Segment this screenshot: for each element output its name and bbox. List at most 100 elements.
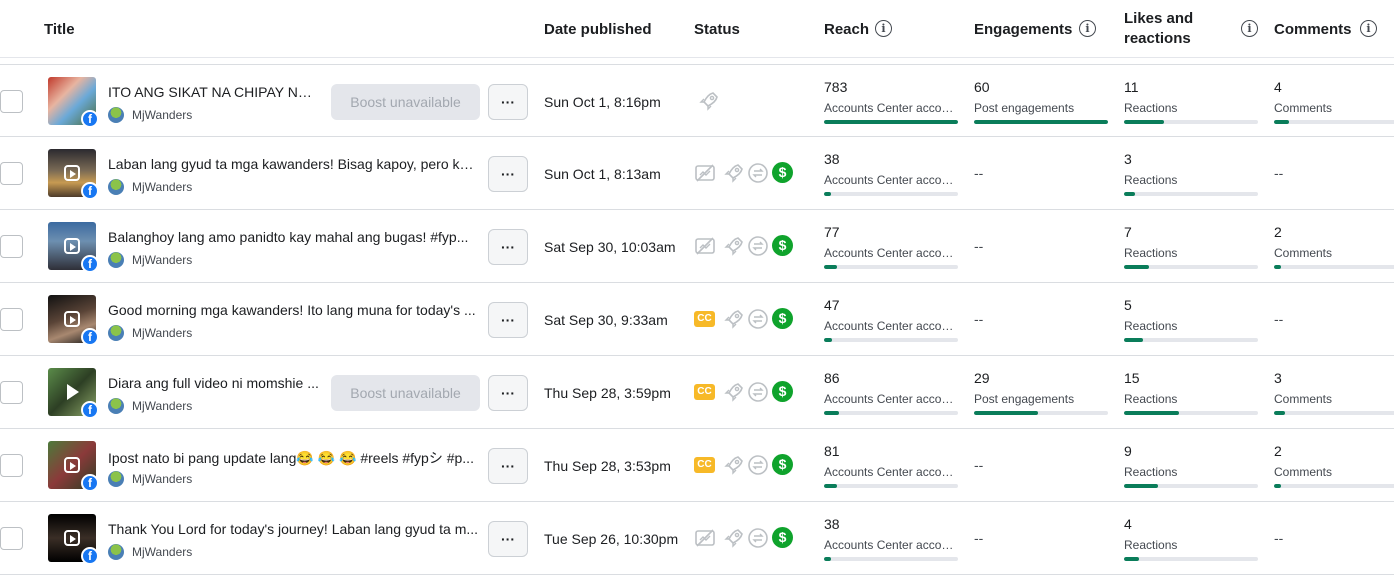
table-row[interactable]: f Good morning mga kawanders! Ito lang m…	[0, 283, 1394, 356]
monetized-dollar-icon[interactable]: $	[772, 308, 793, 329]
row-checkbox[interactable]	[0, 162, 23, 185]
table-row[interactable]: f Balanghoy lang amo panidto kay mahal a…	[0, 210, 1394, 283]
crosspost-icon[interactable]	[747, 308, 769, 330]
no-captions-icon[interactable]	[694, 527, 716, 549]
table-row[interactable]: f Laban lang gyud ta mga kawanders! Bisa…	[0, 137, 1394, 210]
boost-rocket-icon[interactable]	[723, 381, 745, 403]
engagements-empty: --	[974, 165, 984, 181]
likes-metric[interactable]: 5 Reactions	[1124, 297, 1258, 342]
monetized-dollar-icon[interactable]: $	[772, 454, 793, 475]
table-header: Title Date published Status Reach i Enga…	[0, 0, 1394, 58]
more-options-button[interactable]: ···	[488, 375, 528, 411]
cc-badge[interactable]: CC	[694, 384, 715, 400]
row-checkbox[interactable]	[0, 235, 23, 258]
likes-metric[interactable]: 4 Reactions	[1124, 516, 1258, 561]
post-title[interactable]: ITO ANG SIKAT NA CHIPAY NG T...	[108, 84, 322, 100]
likes-metric[interactable]: 3 Reactions	[1124, 151, 1258, 196]
monetized-dollar-icon[interactable]: $	[772, 527, 793, 548]
more-options-button[interactable]: ···	[488, 302, 528, 338]
reach-metric[interactable]: 81 Accounts Center accou...	[824, 443, 958, 488]
no-captions-icon[interactable]	[694, 162, 716, 184]
post-title[interactable]: Laban lang gyud ta mga kawanders! Bisag …	[108, 156, 480, 172]
column-header-date-published[interactable]: Date published	[544, 20, 652, 38]
boost-rocket-icon[interactable]	[723, 162, 745, 184]
reach-metric[interactable]: 38 Accounts Center accou...	[824, 516, 958, 561]
comments-metric[interactable]: 3 Comments	[1274, 370, 1394, 415]
likes-info-icon[interactable]: i	[1241, 20, 1258, 37]
page-avatar	[108, 325, 124, 341]
monetized-dollar-icon[interactable]: $	[772, 381, 793, 402]
column-header-comments[interactable]: Comments	[1274, 20, 1352, 38]
date-published: Tue Sep 26, 10:30pm	[544, 531, 679, 547]
crosspost-icon[interactable]	[747, 162, 769, 184]
row-checkbox[interactable]	[0, 527, 23, 550]
reach-metric[interactable]: 77 Accounts Center accou...	[824, 224, 958, 269]
likes-metric[interactable]: 7 Reactions	[1124, 224, 1258, 269]
more-options-button[interactable]: ···	[488, 448, 528, 484]
cc-badge[interactable]: CC	[694, 311, 715, 327]
table-row[interactable]: f Ipost nato bi pang update lang😂 😂 😂 #r…	[0, 429, 1394, 502]
crosspost-icon[interactable]	[747, 235, 769, 257]
reach-metric[interactable]: 783 Accounts Center accou...	[824, 79, 958, 124]
post-thumbnail[interactable]	[48, 368, 96, 416]
column-header-likes-and-reactions[interactable]: Likes and reactions	[1124, 0, 1224, 58]
date-published: Sat Sep 30, 9:33am	[544, 312, 668, 328]
engagements-metric[interactable]: 29 Post engagements	[974, 370, 1108, 415]
crosspost-icon[interactable]	[747, 381, 769, 403]
likes-metric[interactable]: 15 Reactions	[1124, 370, 1258, 415]
row-checkbox[interactable]	[0, 454, 23, 477]
column-header-engagements[interactable]: Engagements	[974, 20, 1073, 38]
likes-metric[interactable]: 11 Reactions	[1124, 79, 1258, 124]
monetized-dollar-icon[interactable]: $	[772, 162, 793, 183]
boost-unavailable-button[interactable]: Boost unavailable	[331, 375, 480, 411]
engagements-info-icon[interactable]: i	[1079, 20, 1096, 37]
likes-progress-bar	[1124, 411, 1258, 415]
post-title[interactable]: Good morning mga kawanders! Ito lang mun…	[108, 302, 476, 318]
more-options-button[interactable]: ···	[488, 521, 528, 557]
boost-rocket-icon[interactable]	[723, 235, 745, 257]
post-title[interactable]: Diara ang full video ni momshie ...	[108, 375, 319, 391]
row-checkbox[interactable]	[0, 381, 23, 404]
reach-progress-bar	[824, 411, 958, 415]
cc-badge[interactable]: CC	[694, 457, 715, 473]
reach-value: 81	[824, 443, 840, 459]
more-options-button[interactable]: ···	[488, 229, 528, 265]
column-header-title[interactable]: Title	[44, 20, 75, 38]
row-checkbox[interactable]	[0, 90, 23, 113]
table-row[interactable]: f Diara ang full video ni momshie ... Mj…	[0, 356, 1394, 429]
comments-metric[interactable]: 4 Comments	[1274, 79, 1394, 124]
table-row[interactable]: f ITO ANG SIKAT NA CHIPAY NG T... MjWand…	[0, 64, 1394, 137]
boost-rocket-icon[interactable]	[723, 454, 745, 476]
reach-metric[interactable]: 47 Accounts Center accou...	[824, 297, 958, 342]
date-published: Sun Oct 1, 8:13am	[544, 166, 661, 182]
comments-progress-fill	[1274, 411, 1285, 415]
comments-value: 3	[1274, 370, 1282, 386]
comments-info-icon[interactable]: i	[1360, 20, 1377, 37]
column-header-status[interactable]: Status	[694, 20, 740, 38]
row-checkbox[interactable]	[0, 308, 23, 331]
boost-unavailable-button[interactable]: Boost unavailable	[331, 84, 480, 120]
likes-metric[interactable]: 9 Reactions	[1124, 443, 1258, 488]
boost-rocket-icon[interactable]	[698, 90, 720, 112]
post-title[interactable]: Balanghoy lang amo panidto kay mahal ang…	[108, 229, 469, 245]
reach-metric[interactable]: 86 Accounts Center accou...	[824, 370, 958, 415]
boost-rocket-icon[interactable]	[723, 527, 745, 549]
no-captions-icon[interactable]	[694, 235, 716, 257]
post-title[interactable]: Ipost nato bi pang update lang😂 😂 😂 #ree…	[108, 450, 474, 466]
post-thumbnail[interactable]	[48, 514, 96, 562]
comments-metric[interactable]: 2 Comments	[1274, 443, 1394, 488]
comments-metric[interactable]: 2 Comments	[1274, 224, 1394, 269]
column-header-reach[interactable]: Reach	[824, 20, 870, 38]
engagements-empty: --	[974, 238, 984, 254]
more-options-button[interactable]: ···	[488, 156, 528, 192]
engagements-metric[interactable]: 60 Post engagements	[974, 79, 1108, 124]
crosspost-icon[interactable]	[747, 454, 769, 476]
reach-metric[interactable]: 38 Accounts Center accou...	[824, 151, 958, 196]
table-row[interactable]: f Thank You Lord for today's journey! La…	[0, 502, 1394, 575]
crosspost-icon[interactable]	[747, 527, 769, 549]
more-options-button[interactable]: ···	[488, 84, 528, 120]
post-title[interactable]: Thank You Lord for today's journey! Laba…	[108, 521, 479, 537]
monetized-dollar-icon[interactable]: $	[772, 235, 793, 256]
boost-rocket-icon[interactable]	[723, 308, 745, 330]
reach-info-icon[interactable]: i	[875, 20, 892, 37]
